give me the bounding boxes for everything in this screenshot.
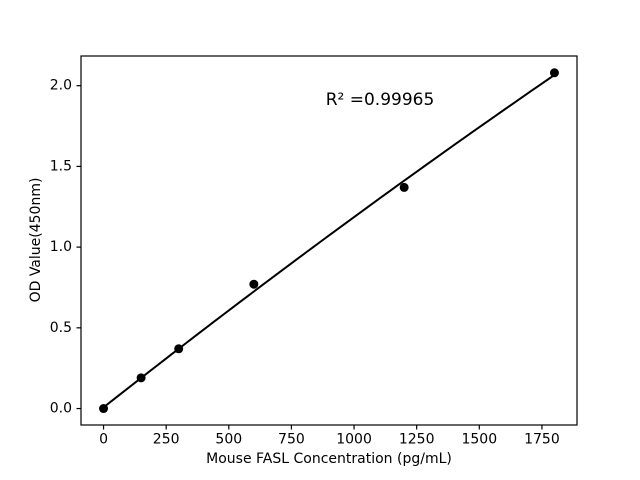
- y-tick-label: 0.0: [50, 401, 72, 417]
- data-point: [99, 404, 109, 414]
- x-tick-label: 750: [278, 432, 305, 448]
- x-tick-label: 250: [153, 432, 180, 448]
- x-axis-label: Mouse FASL Concentration (pg/mL): [206, 451, 452, 467]
- data-point: [249, 279, 259, 289]
- x-tick-label: 1000: [336, 432, 372, 448]
- x-tick-label: 1250: [399, 432, 435, 448]
- data-point: [136, 373, 146, 383]
- x-tick-label: 1500: [461, 432, 497, 448]
- fit-line: [102, 73, 556, 409]
- y-tick-label: 0.5: [50, 320, 72, 336]
- axes-frame: [80, 55, 578, 426]
- data-point: [549, 68, 559, 78]
- y-tick-label: 1.0: [50, 239, 72, 255]
- x-tick-label: 500: [215, 432, 242, 448]
- y-tick-label: 2.0: [50, 78, 72, 94]
- data-point: [399, 182, 409, 192]
- x-tick-label: 0: [99, 432, 108, 448]
- y-tick-label: 1.5: [50, 158, 72, 174]
- r-squared-annotation: R² =0.99965: [325, 90, 435, 110]
- data-point: [174, 344, 184, 354]
- y-axis-label: OD Value(450nm): [28, 177, 44, 303]
- x-tick-label: 1750: [524, 432, 560, 448]
